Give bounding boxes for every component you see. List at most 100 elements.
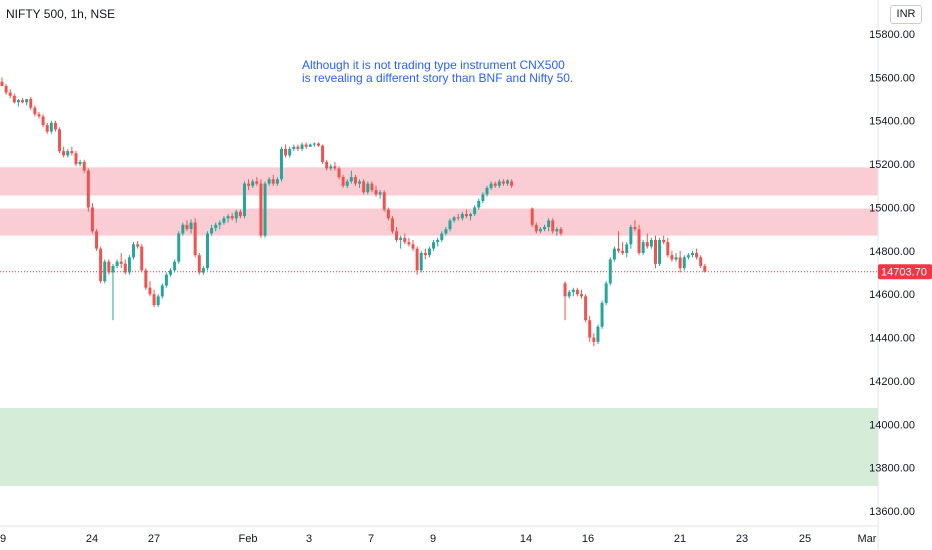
candle-body-down <box>58 129 62 152</box>
candle-body-down <box>645 242 649 247</box>
candle-body-down <box>575 289 579 295</box>
candle-body-down <box>284 148 288 156</box>
candle-body-down <box>271 179 275 184</box>
candle-body-down <box>37 114 41 117</box>
candle-body-down <box>386 209 390 219</box>
candle-body-up <box>547 220 551 227</box>
candle-body-down <box>70 151 74 154</box>
candle-body-up <box>460 213 464 219</box>
candle-body-up <box>300 144 304 149</box>
candle-body-down <box>559 229 563 234</box>
time-tick-label: 23 <box>736 533 748 545</box>
candle-body-down <box>703 265 707 272</box>
candle-body-down <box>333 166 337 169</box>
candle-body-up <box>641 242 645 253</box>
candle-body-up <box>308 144 312 147</box>
candle-body-up <box>160 285 164 297</box>
candle-body-up <box>571 289 575 293</box>
price-tick-label: 14400.00 <box>869 333 915 345</box>
candle-body-down <box>247 183 251 186</box>
candle-body-up <box>506 180 510 184</box>
price-tick-label: 13600.00 <box>869 506 915 518</box>
candle-body-up <box>448 220 452 230</box>
candle-body-down <box>411 244 415 249</box>
candle-body-down <box>197 255 201 273</box>
candle-body-down <box>403 237 407 243</box>
candle-body-up <box>25 99 29 103</box>
candle-body-down <box>74 153 78 165</box>
candle-body-down <box>670 255 674 260</box>
candle-body-down <box>382 192 386 210</box>
candle-body-down <box>185 224 189 230</box>
candle-body-down <box>637 229 641 253</box>
price-zones <box>0 167 878 487</box>
candle-body-up <box>649 239 653 247</box>
candle-body-down <box>341 177 345 186</box>
candle-body-down <box>144 270 148 288</box>
candle-body-up <box>275 179 279 184</box>
candle-body-down <box>353 177 357 184</box>
candle-body-down <box>493 183 497 186</box>
candle-body-up <box>658 239 662 264</box>
candle-body-down <box>53 122 57 130</box>
candle-body-down <box>296 146 300 149</box>
candle-body-down <box>415 248 419 271</box>
time-tick-label: 7 <box>368 533 374 545</box>
candle-body-down <box>107 261 111 273</box>
time-tick-label: 14 <box>520 533 532 545</box>
candle-body-down <box>95 231 99 249</box>
candle-body-down <box>666 242 670 256</box>
candle-body-up <box>674 257 678 260</box>
candle-body-up <box>481 194 485 201</box>
candle-body-down <box>592 337 596 342</box>
candle-body-up <box>132 244 136 258</box>
candle-body-up <box>279 148 283 180</box>
candle-body-down <box>193 222 197 256</box>
candle-body-down <box>617 248 620 251</box>
candle-body-up <box>378 192 382 195</box>
candle-body-up <box>419 252 423 271</box>
candle-body-down <box>530 208 534 225</box>
candle-body-down <box>390 218 394 232</box>
candle-body-down <box>321 145 325 162</box>
price-tick-label: 15800.00 <box>869 29 915 41</box>
candle-body-up <box>469 213 473 217</box>
time-axis[interactable]: 9 24 27 Feb 3 7 9 14 16 21 23 25 Mar <box>0 533 877 545</box>
candle-body-up <box>682 257 686 269</box>
time-tick-label: 9 <box>430 533 436 545</box>
candle-body-down <box>8 92 12 96</box>
candle-body-up <box>222 218 226 223</box>
candle-body-up <box>329 166 333 169</box>
candle-body-up <box>596 326 600 342</box>
candle-body-down <box>374 190 378 195</box>
candle-body-up <box>218 222 222 225</box>
price-tick-label: 15200.00 <box>869 159 915 171</box>
chart-annotation: Although it is not trading type instrume… <box>302 59 573 85</box>
candle-body-down <box>0 81 4 87</box>
candle-body-down <box>337 168 341 178</box>
candle-body-down <box>464 213 468 217</box>
candle-body-up <box>555 229 559 232</box>
candle-body-up <box>477 200 481 208</box>
candle-body-up <box>440 233 444 240</box>
candle-body-up <box>234 211 238 219</box>
price-tick-label: 15000.00 <box>869 202 915 214</box>
price-tick-label: 13800.00 <box>869 463 915 475</box>
candle-body-down <box>4 86 8 93</box>
candle-body-down <box>588 320 592 338</box>
candle-body-up <box>173 261 177 271</box>
candle-body-up <box>214 224 218 229</box>
time-tick-label: 3 <box>306 533 312 545</box>
candle-body-down <box>238 211 242 217</box>
candle-body-up <box>127 257 131 273</box>
candle-body-up <box>612 248 616 260</box>
time-tick-label: 24 <box>86 533 98 545</box>
currency-button[interactable]: INR <box>890 5 922 24</box>
candle-body-up <box>600 302 604 327</box>
candle-body-up <box>625 244 629 253</box>
candle-body-up <box>103 261 107 282</box>
candle-body-down <box>407 242 411 245</box>
price-axis[interactable]: 15800.00 15600.00 15400.00 15200.00 15000.00… <box>869 29 915 518</box>
candle-body-down <box>621 250 625 253</box>
